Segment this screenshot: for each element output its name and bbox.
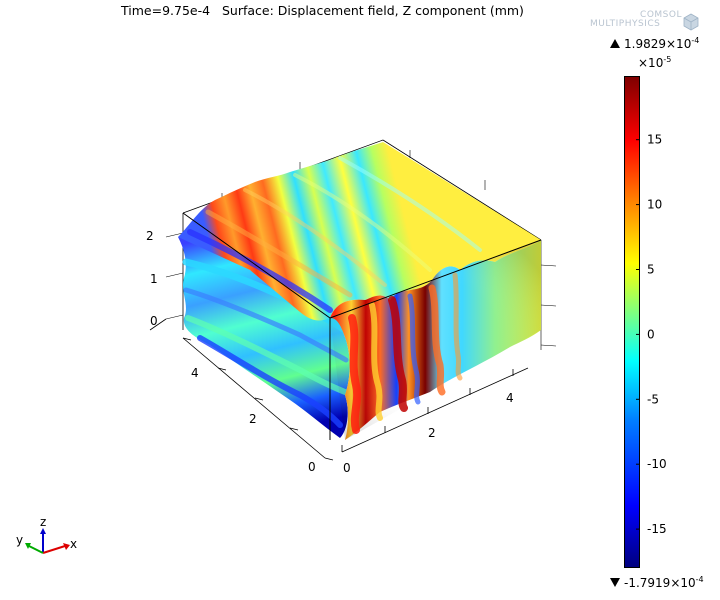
z-tick-label: 0 <box>150 314 158 328</box>
colorbar-max-label: 1.9829×10-4 <box>610 37 699 51</box>
max-triangle-icon <box>610 39 620 48</box>
z-tick-label: 2 <box>146 229 154 243</box>
z-axis-tick-labels: 0 1 2 <box>146 229 158 328</box>
x-axis-tick-labels: 0 2 4 <box>343 391 514 475</box>
x-tick-label: 0 <box>343 461 351 475</box>
cube-logo-icon <box>683 13 699 31</box>
colorbar-min-label: -1.7919×10-4 <box>610 576 704 590</box>
axis-triad: z x y <box>16 515 77 554</box>
z-tick-label: 1 <box>150 272 158 286</box>
triad-x-axis <box>42 545 66 554</box>
bounding-box-front <box>182 212 542 440</box>
surface-top-face <box>178 142 541 321</box>
logo-line2: MULTIPHYSICS <box>590 19 661 29</box>
surface-left-face <box>178 237 350 438</box>
right-face-waves <box>348 272 463 434</box>
triad-z-label: z <box>40 515 46 529</box>
top-face-ridges <box>187 156 482 313</box>
x-tick-label: 2 <box>428 426 436 440</box>
x-tick-label: 4 <box>506 391 514 405</box>
triad-y-label: y <box>16 533 23 547</box>
axis-ticks <box>149 318 529 461</box>
logo-line1: COMSOL <box>640 10 682 20</box>
y-tick-label: 2 <box>249 412 257 426</box>
comsol-logo: COMSOL MULTIPHYSICS <box>590 11 682 29</box>
y-tick-label: 0 <box>308 460 316 474</box>
min-triangle-icon <box>610 578 620 587</box>
colorbar <box>624 76 640 568</box>
triad-x-label: x <box>70 537 77 551</box>
y-axis-tick-labels: 0 2 4 <box>191 366 316 474</box>
plot-title: Time=9.75e-4 Surface: Displacement field… <box>121 3 524 18</box>
y-tick-label: 4 <box>191 366 199 380</box>
colorbar-multiplier: ×10-5 <box>638 55 672 71</box>
triad-y-axis <box>28 545 44 554</box>
